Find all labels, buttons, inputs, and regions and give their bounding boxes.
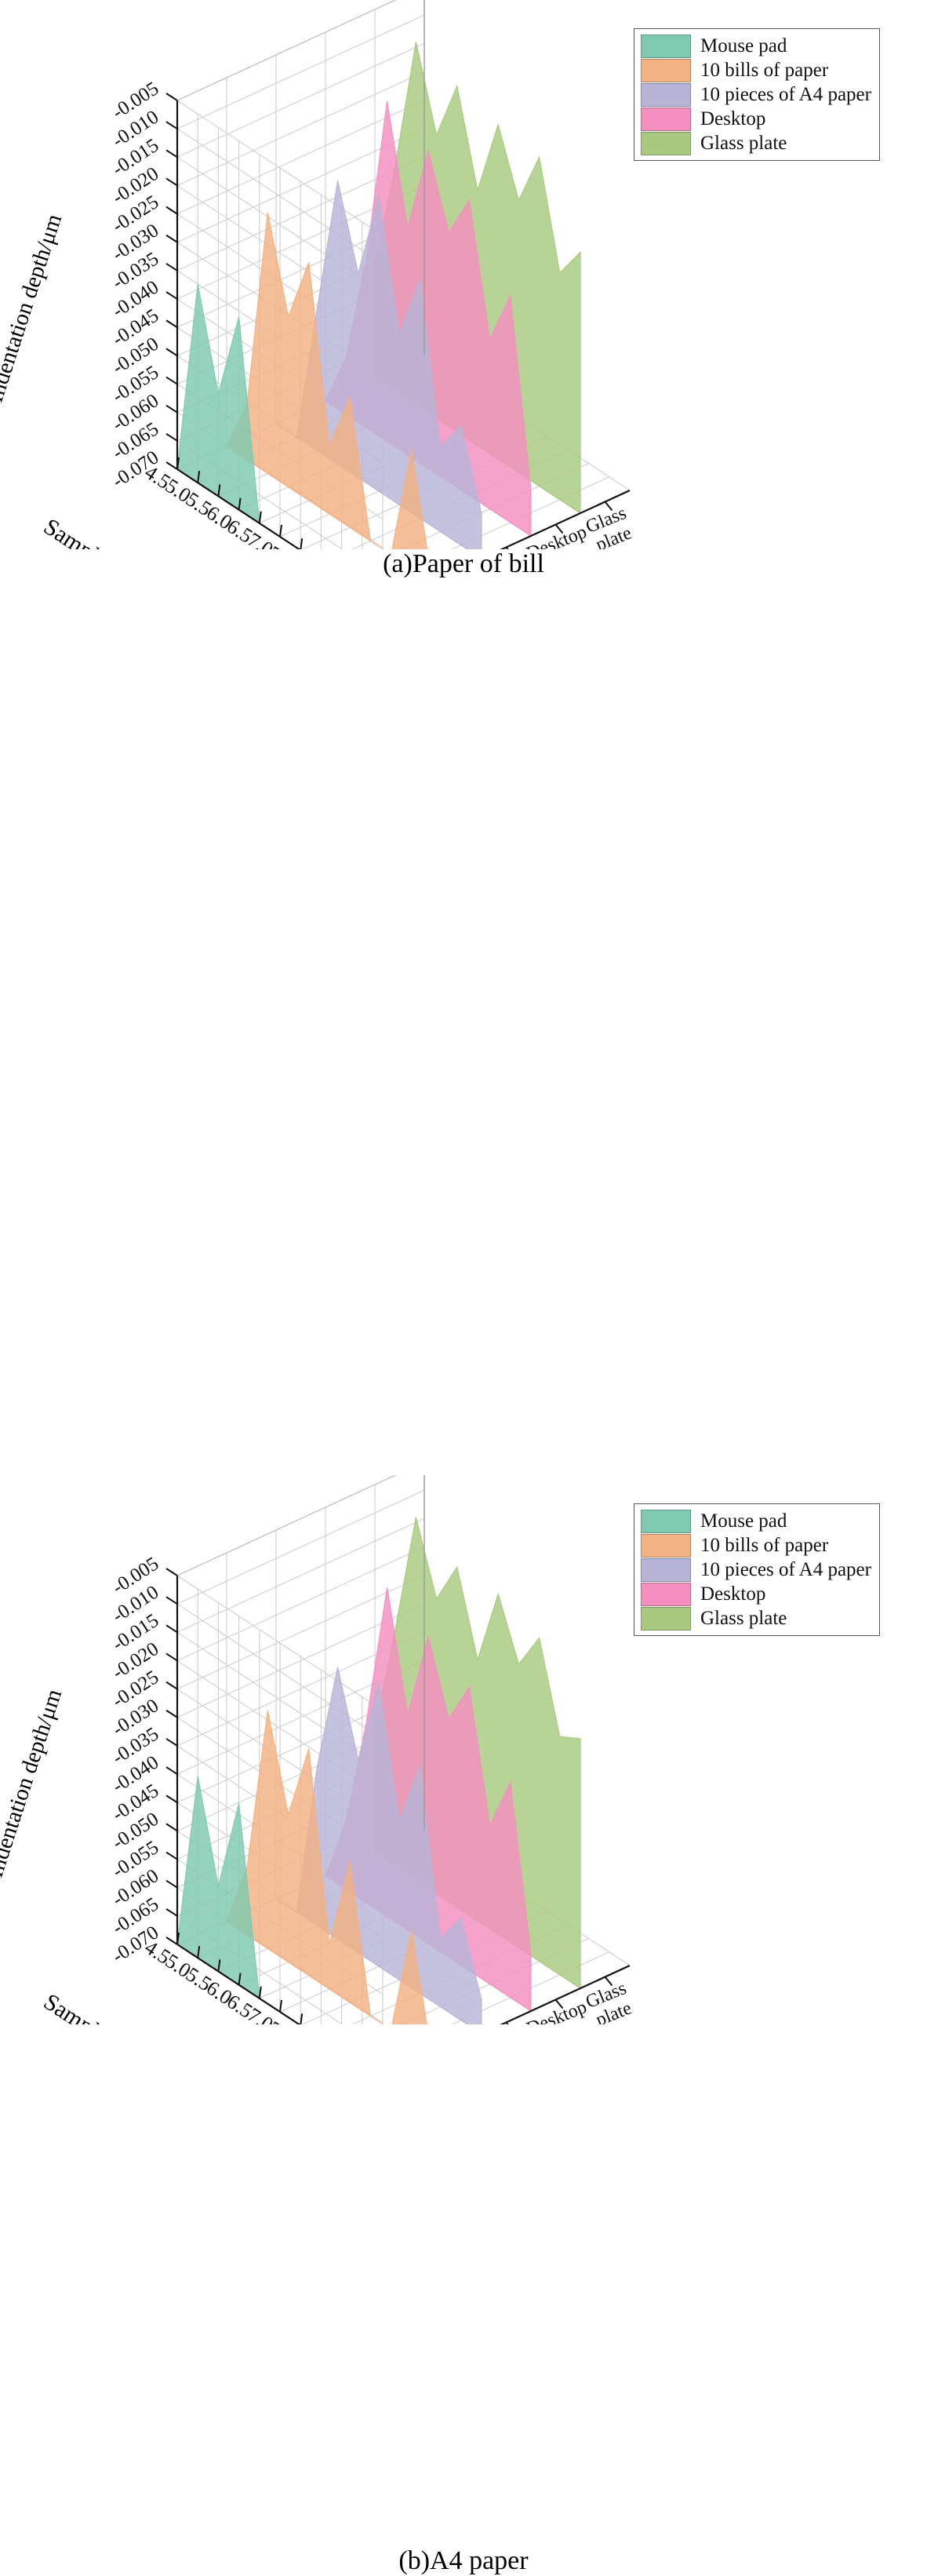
- legend-item[interactable]: 10 pieces of A4 paper: [641, 82, 871, 107]
- legend-label: Glass plate: [700, 1608, 787, 1629]
- legend-swatch-mouse-pad: [641, 1509, 691, 1533]
- chart-3d-a: -0.005-0.010-0.015-0.020-0.025-0.030-0.0…: [0, 0, 634, 549]
- legend-a[interactable]: Mouse pad 10 bills of paper 10 pieces of…: [634, 28, 880, 161]
- legend-swatch-mouse-pad: [641, 34, 691, 58]
- legend-swatch-10-bills-of-paper: [641, 58, 691, 82]
- legend-label: Glass plate: [700, 133, 787, 154]
- legend-item[interactable]: Desktop: [641, 107, 871, 131]
- figure-panel-a: -0.005 -0.010 -0.015 -0.020 -0.025 -0.030 -0.0…: [0, 0, 927, 840]
- legend-label: Mouse pad: [700, 1510, 787, 1532]
- legend-item[interactable]: Mouse pad: [641, 1509, 871, 1533]
- legend-label: 10 pieces of A4 paper: [700, 1559, 871, 1580]
- panel-caption-a: (a)Paper of bill: [383, 549, 544, 578]
- plot-area-a: -0.005 -0.010 -0.015 -0.020 -0.025 -0.030 -0.0…: [0, 0, 927, 549]
- y-axis-title: Indentation depth/μm: [0, 211, 67, 406]
- legend-label: 10 bills of paper: [700, 1535, 829, 1556]
- legend-item[interactable]: Glass plate: [641, 131, 871, 155]
- legend-item[interactable]: 10 bills of paper: [641, 58, 871, 82]
- x-tick-label: 7.5: [264, 541, 298, 549]
- legend-item[interactable]: 10 bills of paper: [641, 1533, 871, 1558]
- legend-swatch-10-pieces-of-a4-paper: [641, 1558, 691, 1582]
- legend-label: 10 pieces of A4 paper: [700, 84, 871, 105]
- legend-swatch-10-pieces-of-a4-paper: [641, 82, 691, 107]
- legend-swatch-desktop: [641, 1582, 691, 1606]
- legend-b[interactable]: Mouse pad 10 bills of paper 10 pieces of…: [634, 1503, 880, 1636]
- legend-swatch-glass-plate: [641, 131, 691, 155]
- figure-panel-b: -0.005 -0.010 -0.015 -0.020 -0.025 -0.030 -0.0…: [0, 840, 927, 2575]
- legend-item[interactable]: Desktop: [641, 1582, 871, 1606]
- legend-label: 10 bills of paper: [700, 60, 829, 81]
- legend-item[interactable]: Glass plate: [641, 1606, 871, 1630]
- legend-swatch-10-bills-of-paper: [641, 1533, 691, 1558]
- legend-label: Desktop: [700, 108, 766, 129]
- series-ribbon: [226, 212, 428, 549]
- legend-label: Desktop: [700, 1583, 766, 1605]
- legend-swatch-glass-plate: [641, 1606, 691, 1630]
- legend-swatch-desktop: [641, 107, 691, 131]
- legend-item[interactable]: Mouse pad: [641, 34, 871, 58]
- panel-caption-b: (b)A4 paper: [398, 2546, 529, 2575]
- legend-item[interactable]: 10 pieces of A4 paper: [641, 1558, 871, 1582]
- y-axis-title: Indentation depth/μm: [0, 1686, 67, 1881]
- legend-label: Mouse pad: [700, 35, 787, 56]
